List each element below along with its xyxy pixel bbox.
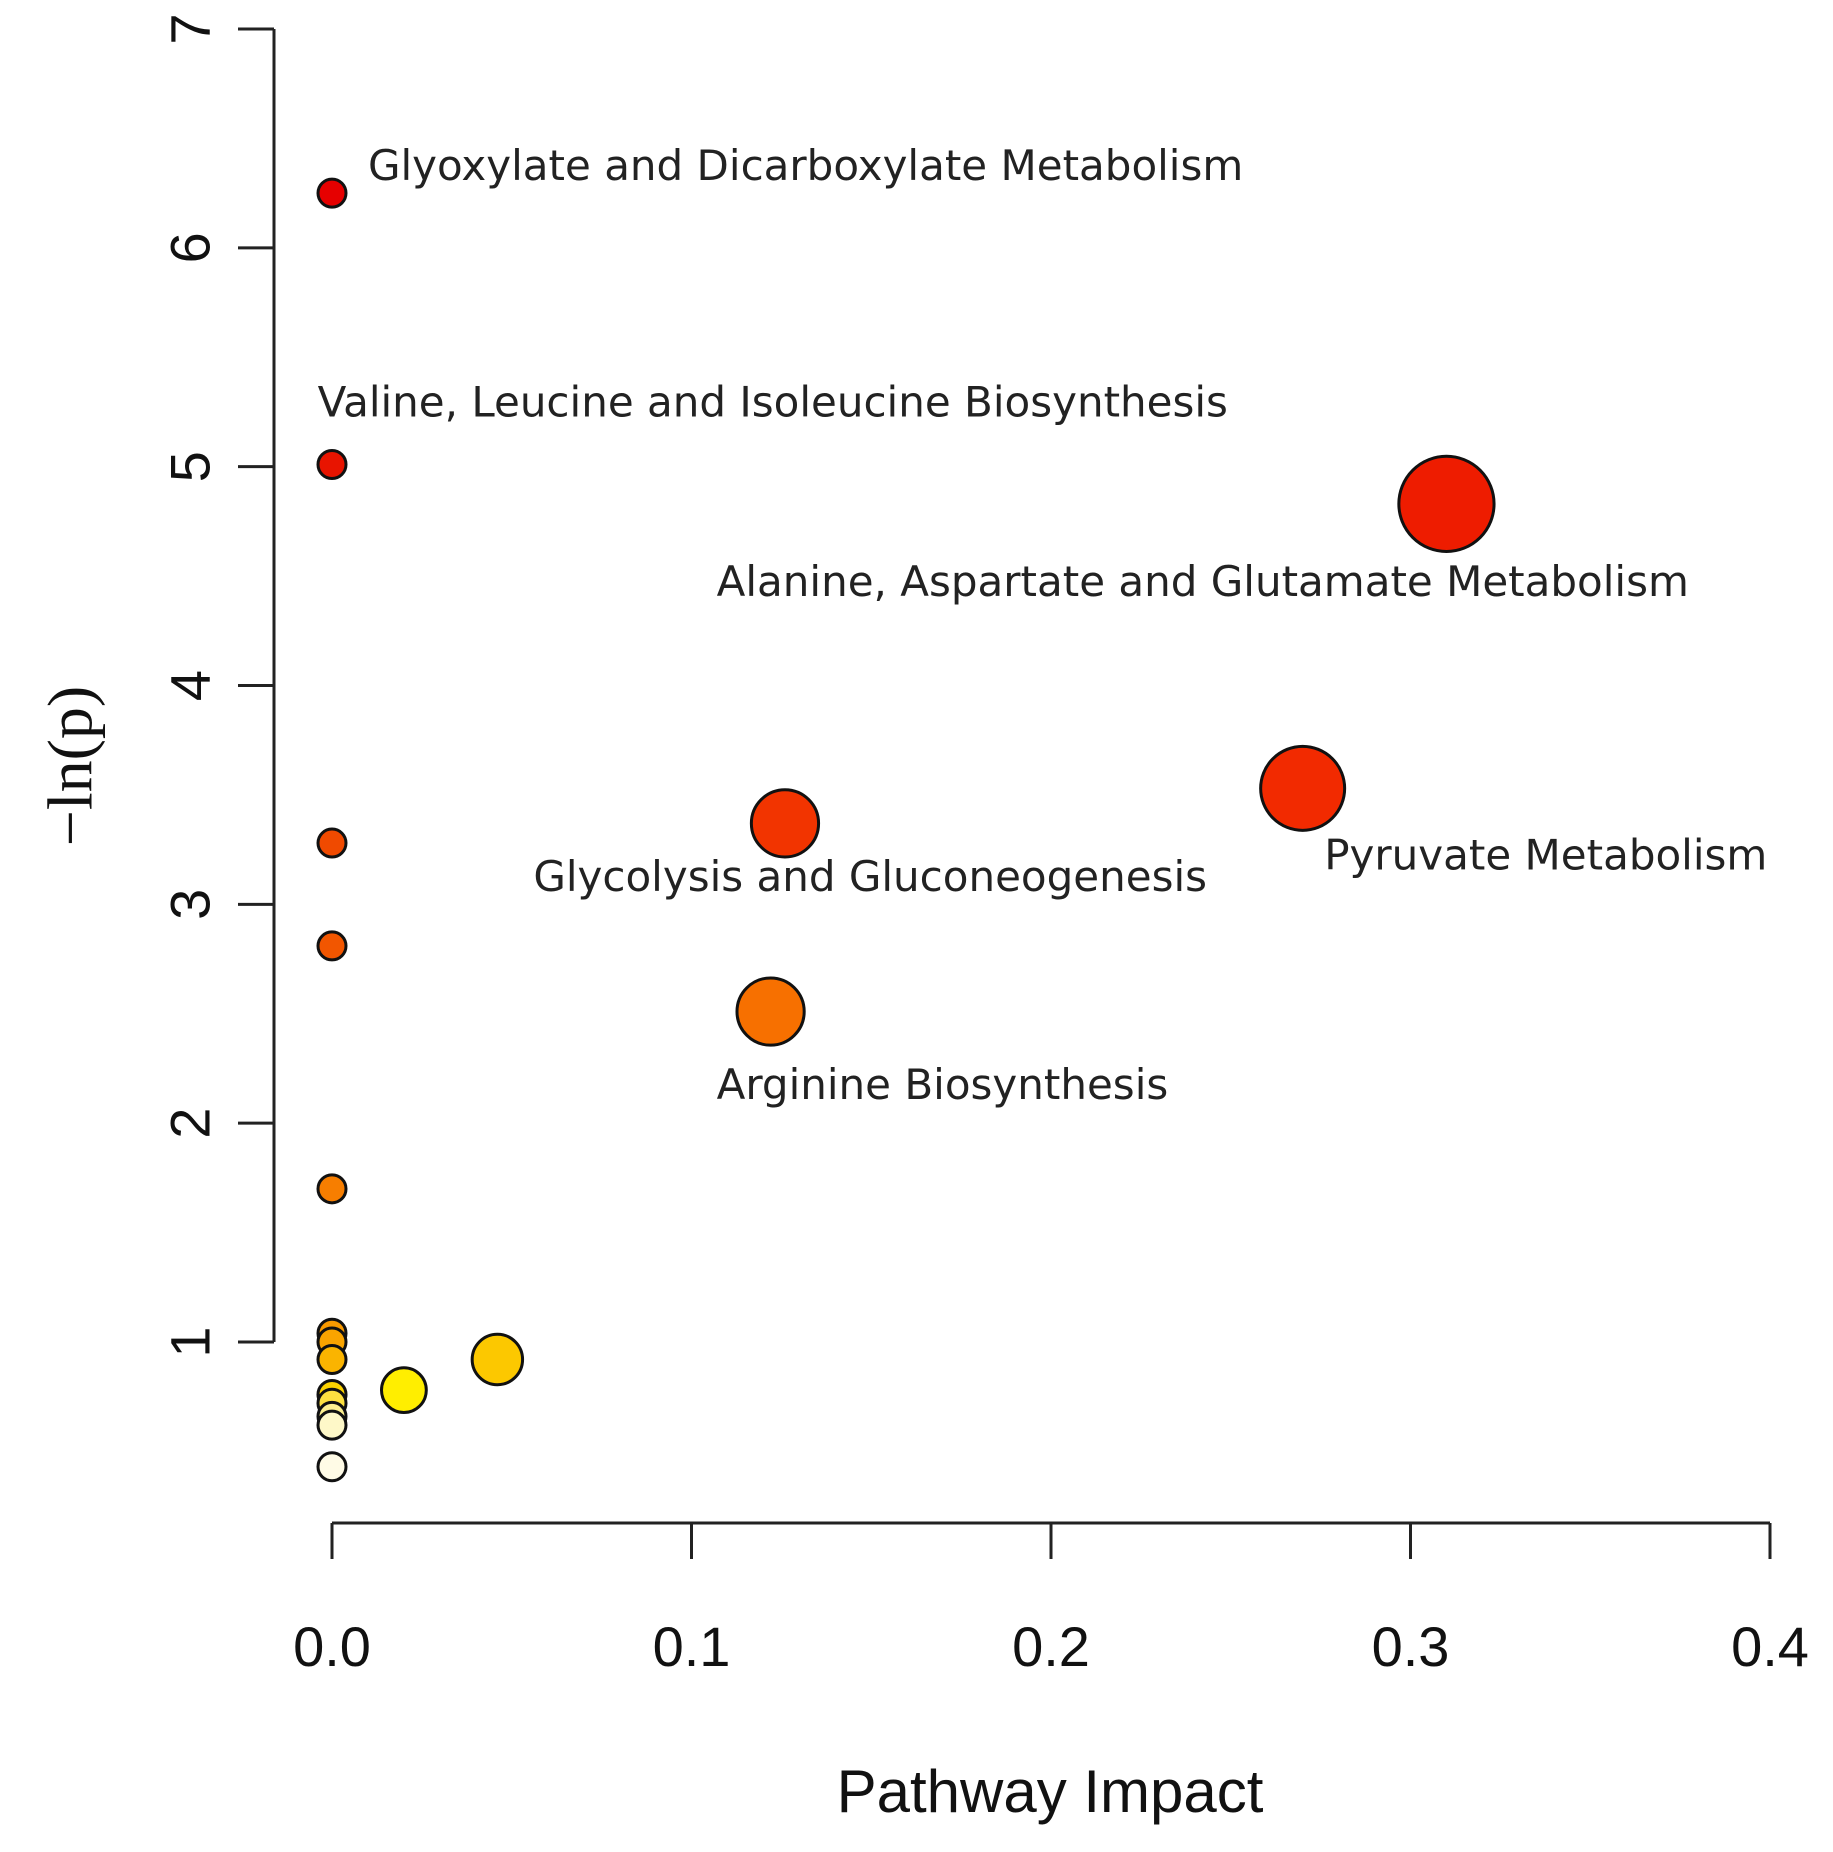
data-point (316, 827, 348, 859)
point-annotations: Glyoxylate and Dicarboxylate Metabolism V… (318, 141, 1768, 1109)
x-tick-label: 0.3 (1372, 1615, 1450, 1678)
y-axis-ticks: 1 2 3 4 5 6 7 (159, 13, 274, 1358)
data-point (316, 930, 348, 962)
axes (272, 29, 1770, 1525)
data-point (316, 448, 348, 480)
y-tick-label: 5 (159, 451, 222, 482)
x-tick-label: 0.2 (1012, 1615, 1090, 1678)
point-annotation-label: Valine, Leucine and Isoleucine Biosynthe… (318, 377, 1228, 426)
data-point (1397, 454, 1496, 553)
data-point (316, 1344, 348, 1376)
data-point (470, 1332, 525, 1387)
point-annotation-label: Glyoxylate and Dicarboxylate Metabolism (368, 141, 1243, 190)
data-point (316, 1451, 348, 1483)
data-point (735, 976, 806, 1047)
point-annotation-label: Glycolysis and Gluconeogenesis (533, 852, 1207, 901)
x-axis-title: Pathway Impact (837, 1758, 1264, 1825)
y-tick-label: 1 (159, 1326, 222, 1357)
data-point (316, 1409, 348, 1441)
y-tick-label: 2 (159, 1108, 222, 1139)
y-tick-label: 6 (159, 232, 222, 263)
data-point (380, 1366, 428, 1415)
x-tick-label: 0.0 (293, 1615, 371, 1678)
y-tick-label: 7 (159, 13, 222, 44)
point-annotation-label: Alanine, Aspartate and Glutamate Metabol… (717, 557, 1689, 606)
point-annotation-label: Pyruvate Metabolism (1324, 830, 1767, 879)
y-tick-label: 4 (159, 670, 222, 701)
y-axis-title: −ln(p) (35, 686, 106, 847)
point-annotation-label: Arginine Biosynthesis (717, 1060, 1169, 1109)
x-axis-ticks: 0.0 0.1 0.2 0.3 0.4 (293, 1523, 1809, 1678)
data-point (316, 1173, 348, 1205)
data-point (316, 177, 348, 209)
x-tick-label: 0.4 (1731, 1615, 1809, 1678)
x-tick-label: 0.1 (653, 1615, 731, 1678)
y-tick-label: 3 (159, 889, 222, 920)
data-point (749, 788, 821, 859)
data-point (1259, 744, 1347, 832)
data-points (316, 177, 1496, 1483)
